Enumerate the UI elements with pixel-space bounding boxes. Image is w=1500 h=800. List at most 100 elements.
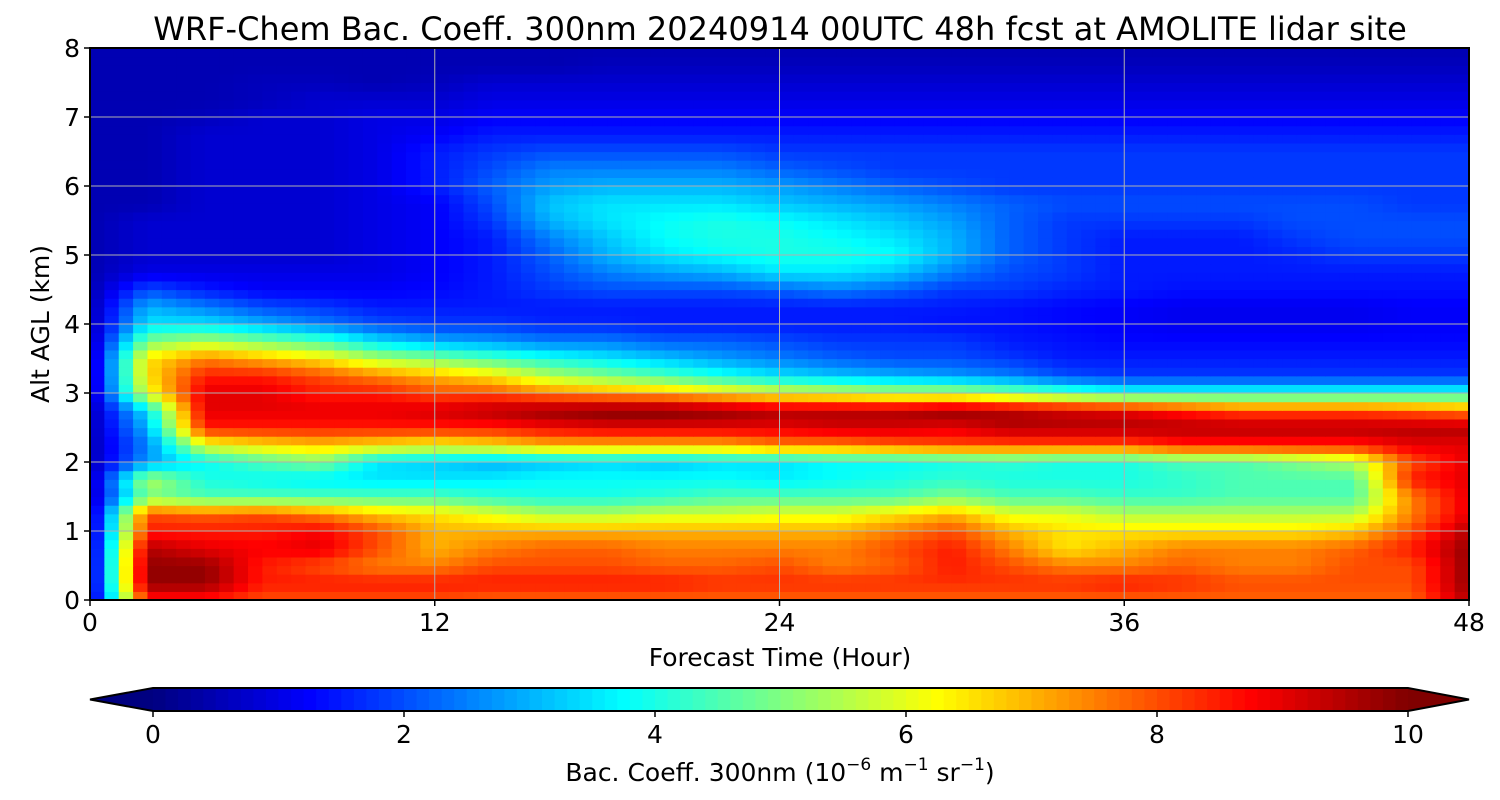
heatmap-cell (1152, 418, 1168, 429)
heatmap-cell (276, 246, 292, 256)
heatmap-cell (1052, 186, 1068, 196)
heatmap-cell (1253, 427, 1269, 437)
heatmap-cell (348, 539, 364, 549)
heatmap-cell (1354, 393, 1370, 403)
heatmap-cell (319, 315, 335, 325)
heatmap-cell (161, 582, 177, 592)
heatmap-cell (276, 332, 292, 342)
heatmap-cell (1009, 513, 1025, 523)
heatmap-cell (291, 194, 307, 204)
heatmap-cell (836, 531, 852, 541)
heatmap-cell (951, 418, 967, 429)
heatmap-cell (607, 341, 623, 351)
heatmap-cell (1267, 298, 1283, 308)
heatmap-cell (291, 220, 307, 230)
heatmap-cell (449, 229, 465, 239)
heatmap-cell (391, 280, 407, 291)
heatmap-cell (549, 462, 565, 472)
heatmap-cell (865, 436, 881, 446)
heatmap-cell (1167, 574, 1183, 584)
heatmap-cell (578, 151, 594, 161)
heatmap-cell (104, 358, 120, 368)
heatmap-cell (664, 462, 680, 472)
heatmap-cell (1009, 462, 1025, 472)
heatmap-cell (578, 505, 594, 515)
heatmap-cell (707, 349, 723, 360)
heatmap-cell (176, 332, 192, 342)
heatmap-cell (793, 168, 809, 178)
heatmap-cell (693, 237, 709, 247)
heatmap-cell (578, 427, 594, 437)
heatmap-cell (808, 160, 824, 170)
heatmap-cell (808, 582, 824, 592)
heatmap-cell (808, 341, 824, 351)
heatmap-cell (1081, 272, 1097, 282)
heatmap-cell (865, 203, 881, 213)
heatmap-cell (765, 591, 781, 601)
heatmap-cell (607, 315, 623, 325)
heatmap-cell (908, 574, 924, 584)
heatmap-cell (1425, 470, 1441, 480)
heatmap-cell (1282, 220, 1298, 230)
heatmap-cell (923, 462, 939, 472)
heatmap-cell (219, 306, 235, 316)
heatmap-cell (722, 160, 737, 170)
heatmap-cell (1454, 591, 1470, 601)
heatmap-cell (908, 160, 924, 170)
heatmap-cell (377, 444, 393, 454)
heatmap-cell (161, 211, 177, 222)
heatmap-cell (880, 496, 896, 506)
heatmap-cell (1282, 539, 1298, 549)
heatmap-cell (463, 220, 479, 230)
heatmap-cell (1253, 505, 1269, 515)
heatmap-cell (1009, 237, 1025, 247)
heatmap-cell (176, 582, 192, 592)
heatmap-cell (520, 168, 536, 178)
heatmap-cell (1124, 194, 1140, 204)
heatmap-cell (1224, 255, 1240, 265)
heatmap-cell (305, 237, 321, 247)
heatmap-cell (635, 367, 651, 377)
heatmap-cell (334, 272, 350, 282)
heatmap-cell (1066, 349, 1082, 360)
heatmap-cell (607, 358, 623, 368)
heatmap-cell (793, 453, 809, 463)
heatmap-cell (1239, 513, 1255, 523)
heatmap-cell (994, 470, 1010, 480)
heatmap-cell (118, 324, 134, 334)
heatmap-cell (664, 436, 680, 446)
heatmap-cell (1310, 375, 1326, 385)
heatmap-cell (592, 462, 608, 472)
heatmap-cell (1397, 186, 1413, 196)
heatmap-cell (578, 418, 594, 429)
heatmap-cell (1425, 574, 1441, 584)
heatmap-cell (1325, 246, 1341, 256)
heatmap-cell (133, 332, 149, 342)
heatmap-cell (1339, 168, 1355, 178)
heatmap-cell (894, 298, 910, 308)
heatmap-cell (434, 462, 450, 472)
heatmap-cell (1152, 427, 1168, 437)
heatmap-cell (1296, 505, 1312, 515)
heatmap-cell (463, 582, 479, 592)
heatmap-cell (994, 531, 1010, 541)
heatmap-cell (1109, 453, 1125, 463)
heatmap-cell (793, 522, 809, 532)
heatmap-cell (420, 255, 436, 265)
heatmap-cell (319, 505, 335, 515)
heatmap-cell (1310, 384, 1326, 394)
heatmap-cell (607, 401, 623, 411)
heatmap-cell (477, 255, 493, 265)
heatmap-cell (750, 574, 766, 584)
heatmap-cell (1397, 177, 1413, 187)
heatmap-cell (549, 522, 565, 532)
heatmap-cell (1282, 272, 1298, 282)
heatmap-cell (836, 418, 852, 429)
heatmap-cell (348, 522, 364, 532)
heatmap-cell (779, 453, 795, 463)
heatmap-cell (434, 513, 450, 523)
heatmap-cell (549, 229, 565, 239)
heatmap-cell (1411, 237, 1427, 247)
heatmap-cell (1425, 462, 1441, 472)
heatmap-cell (765, 418, 781, 429)
